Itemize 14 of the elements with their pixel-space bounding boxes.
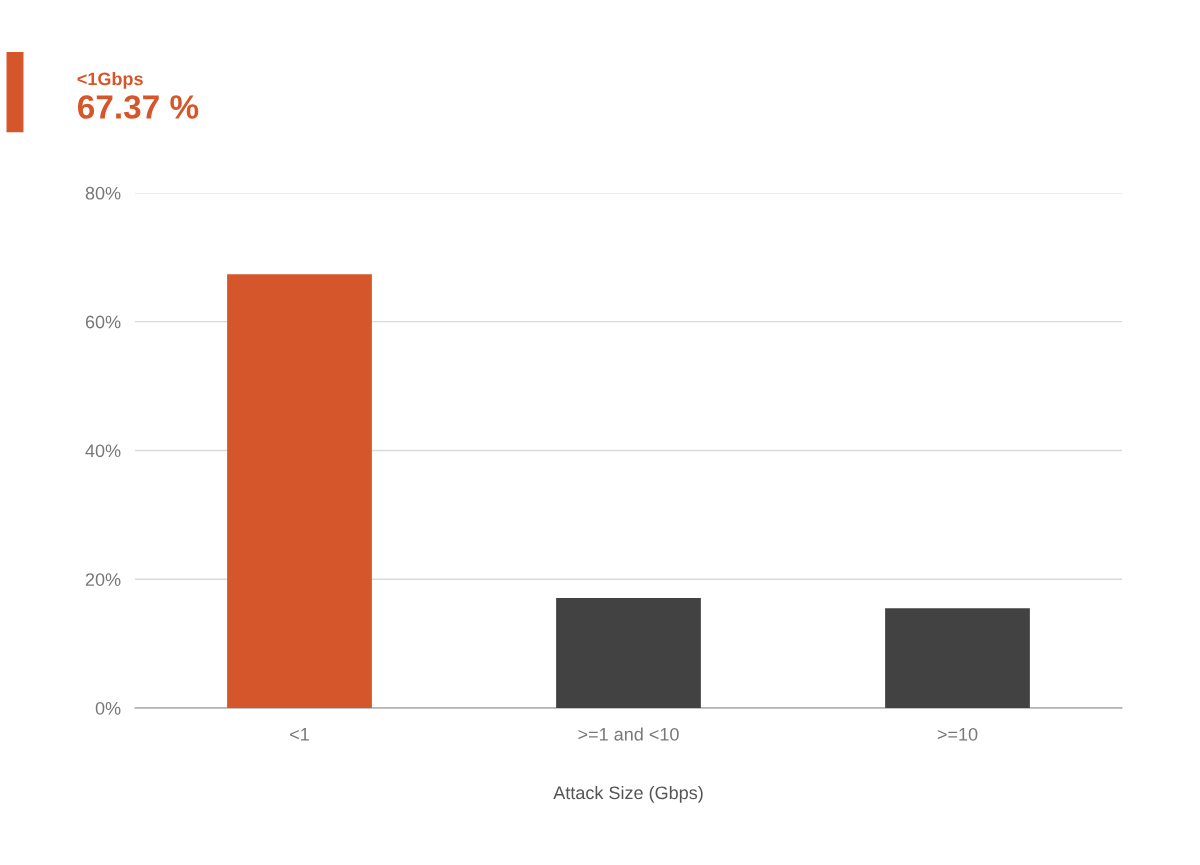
bar (885, 608, 1030, 708)
y-tick-label: 80% (85, 186, 121, 200)
chart-subtitle: 67.37 % (78, 95, 199, 119)
x-axis-title: Attack Size (Gbps) (553, 785, 703, 803)
bar (556, 597, 701, 708)
chart-title: <1Gbps (77, 72, 143, 89)
y-tick-label: 60% (85, 315, 121, 329)
y-tick-label: 40% (85, 444, 121, 458)
y-tick-label: 20% (85, 573, 121, 586)
y-tick-label: 0% (95, 701, 121, 715)
x-tick-label: <1 (290, 728, 309, 741)
x-tick-label: >=10 (937, 727, 978, 741)
bar (227, 274, 372, 708)
x-tick-label: >=1 and <10 (578, 727, 679, 741)
